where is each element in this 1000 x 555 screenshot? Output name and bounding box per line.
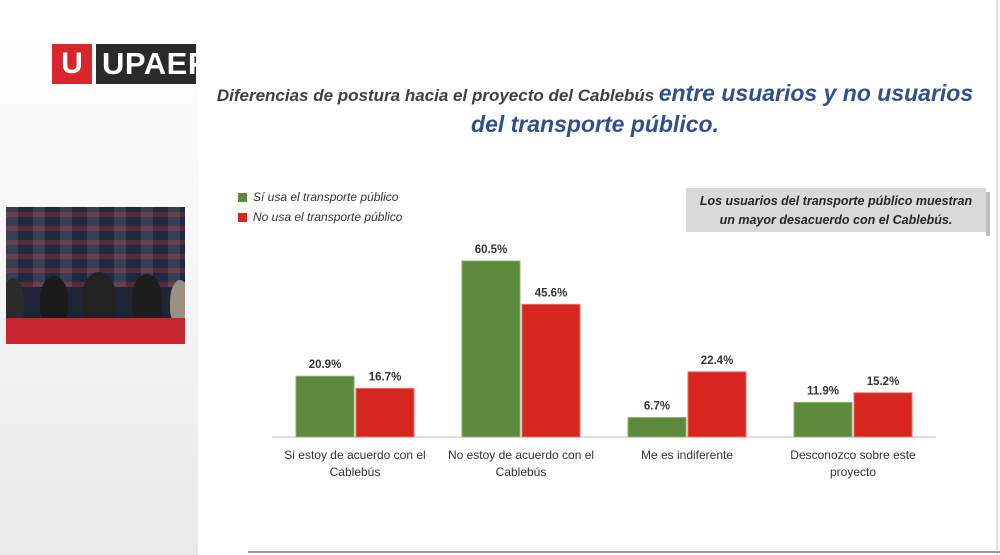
- legend-swatch-red: [238, 212, 247, 222]
- bar-non-users-3: [853, 392, 913, 438]
- note-shadow: [986, 192, 990, 236]
- chart-legend: Sí usa el transporte público No usa el t…: [238, 187, 402, 227]
- data-label-non-users-2: 22.4%: [701, 355, 734, 367]
- category-label-1-1: Cablebús: [496, 465, 547, 479]
- title-part3: del transporte público.: [471, 111, 719, 137]
- table-cloth: [6, 318, 185, 344]
- bar-users-3: [793, 401, 853, 438]
- category-label-2-0: Me es indiferente: [641, 448, 733, 462]
- category-label-3-0: Desconozco sobre este: [790, 448, 916, 462]
- data-label-users-1: 60.5%: [475, 244, 508, 256]
- callout-note: Los usuarios del transporte público mues…: [686, 188, 986, 232]
- bar-users-0: [295, 375, 355, 438]
- logo-badge: U: [52, 44, 92, 84]
- data-label-non-users-1: 45.6%: [535, 287, 568, 299]
- category-label-1-0: No estoy de acuerdo con el: [448, 448, 594, 462]
- person-3: [82, 272, 116, 322]
- person-4: [132, 274, 162, 322]
- legend-item-users: Sí usa el transporte público: [238, 187, 402, 207]
- person-5: [170, 280, 185, 322]
- slide-background: [198, 0, 1000, 552]
- person-1: [6, 278, 24, 322]
- slide-edge: [996, 0, 998, 555]
- person-2: [40, 276, 68, 322]
- video-feed: [6, 207, 185, 344]
- note-line-2: un mayor desacuerdo con el Cablebús.: [719, 213, 953, 227]
- bar-non-users-2: [687, 371, 747, 438]
- legend-label-users: Sí usa el transporte público: [253, 190, 399, 204]
- bar-non-users-0: [355, 387, 415, 438]
- bar-users-2: [627, 417, 687, 438]
- data-label-non-users-0: 16.7%: [369, 371, 402, 383]
- data-label-users-0: 20.9%: [309, 359, 342, 371]
- legend-label-non-users: No usa el transporte público: [253, 210, 403, 224]
- upaep-logo: U UPAEP: [52, 44, 196, 84]
- data-label-users-3: 11.9%: [807, 385, 839, 397]
- legend-item-non-users: No usa el transporte público: [238, 207, 402, 227]
- note-line-1: Los usuarios del transporte público mues…: [699, 194, 973, 208]
- slide-bottom-line: [248, 551, 1000, 553]
- logo-wordmark: UPAEP: [96, 44, 196, 84]
- data-label-users-2: 6.7%: [644, 401, 670, 413]
- data-label-non-users-3: 15.2%: [867, 376, 900, 388]
- title-part1: Diferencias de postura hacia el proyecto…: [216, 86, 655, 105]
- bar-non-users-1: [521, 303, 581, 438]
- slide-title: Diferencias de postura hacia el proyecto…: [200, 80, 990, 138]
- title-part2: entre usuarios y no usuarios: [658, 80, 974, 106]
- press-backdrop: [6, 207, 185, 287]
- bar-users-1: [461, 260, 521, 438]
- category-label-0-0: Si estoy de acuerdo con el: [284, 448, 425, 462]
- legend-swatch-green: [238, 192, 247, 202]
- category-label-3-1: proyecto: [830, 465, 876, 479]
- category-label-0-1: Cablebús: [330, 465, 381, 479]
